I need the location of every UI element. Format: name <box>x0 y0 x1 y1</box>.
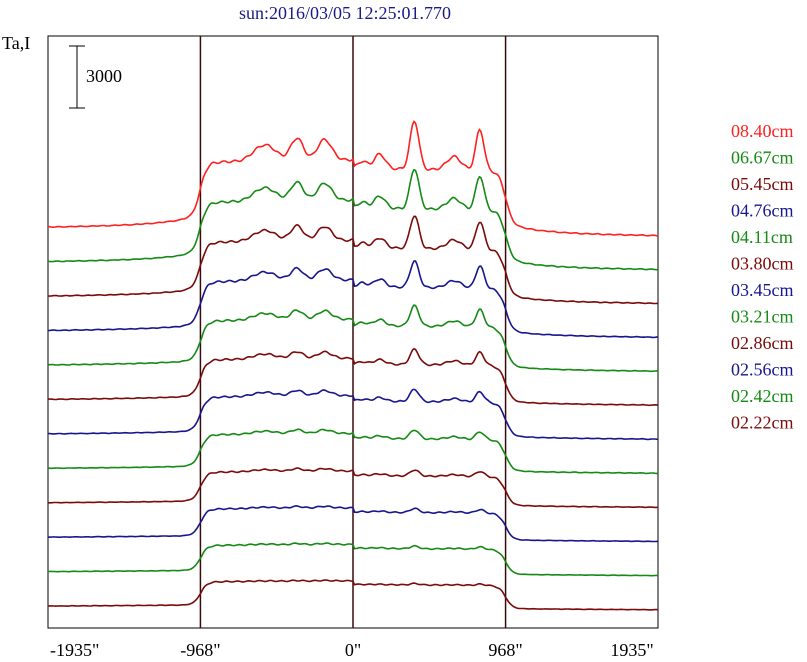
legend-entry: 03.45cm <box>731 280 794 300</box>
series-line <box>47 542 658 577</box>
legend-entry: 05.45cm <box>731 174 794 194</box>
series-line <box>47 260 659 339</box>
x-tick-label: 0" <box>345 640 361 660</box>
series-line <box>47 467 659 509</box>
x-tick-label: -968" <box>180 640 220 660</box>
scale-bar-label: 3000 <box>86 66 122 86</box>
legend: 08.40cm 06.67cm 05.45cm 04.76cm 04.11cm 03.80… <box>731 121 794 433</box>
series-line <box>47 215 659 305</box>
scale-bar: 3000 <box>69 45 122 109</box>
series-group <box>47 120 659 611</box>
legend-entry: 02.56cm <box>731 360 794 380</box>
series-line <box>47 388 659 441</box>
series-line <box>47 347 659 407</box>
legend-entry: 02.86cm <box>731 333 794 353</box>
legend-entry: 02.42cm <box>731 386 794 406</box>
series-line <box>47 579 659 611</box>
legend-entry: 06.67cm <box>731 148 794 168</box>
series-line <box>47 120 659 237</box>
x-axis-ticks: -1935" -968" 0" 968" 1935" <box>50 640 654 660</box>
legend-entry: 03.80cm <box>731 254 794 274</box>
series-line <box>47 428 658 475</box>
legend-entry: 03.21cm <box>731 307 794 327</box>
x-tick-label: 968" <box>488 640 522 660</box>
y-axis-label: Ta,I <box>2 33 30 53</box>
reference-lines <box>199 36 507 628</box>
series-line <box>47 304 658 373</box>
legend-entry: 08.40cm <box>731 121 794 141</box>
series-line <box>48 504 659 543</box>
legend-entry: 04.76cm <box>731 201 794 221</box>
x-tick-label: 1935" <box>610 640 653 660</box>
legend-entry: 04.11cm <box>731 227 793 247</box>
legend-entry: 02.22cm <box>731 413 794 433</box>
chart-title: sun:2016/03/05 12:25:01.770 <box>239 3 451 23</box>
x-tick-label: -1935" <box>50 640 99 660</box>
series-line <box>47 168 659 271</box>
